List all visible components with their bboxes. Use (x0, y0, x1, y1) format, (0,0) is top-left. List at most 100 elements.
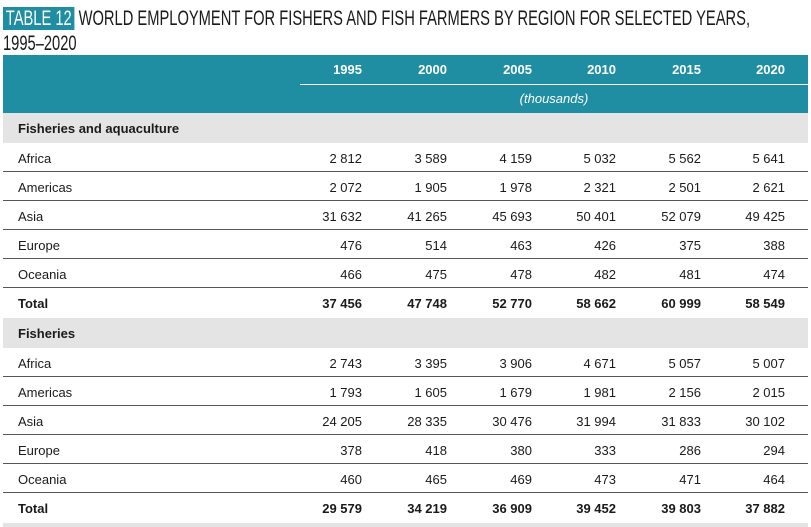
cell: 2 743 (329, 356, 362, 371)
cell: 466 (340, 267, 362, 282)
row-label: Asia (18, 209, 44, 224)
title: TABLE 12 WORLD EMPLOYMENT FOR FISHERS AN… (3, 6, 763, 56)
cell: 31 994 (576, 414, 616, 429)
year-header: 2020 (756, 62, 785, 77)
cell: 463 (510, 238, 532, 253)
cell: 30 102 (745, 414, 785, 429)
cell: 471 (679, 472, 701, 487)
row-rule (3, 463, 808, 464)
cell: 39 452 (576, 501, 616, 516)
title-text: WORLD EMPLOYMENT FOR FISHERS AND FISH FA… (3, 7, 751, 55)
cell: 482 (594, 267, 616, 282)
table-badge: TABLE 12 (3, 7, 75, 30)
row-label: Europe (18, 443, 60, 458)
cell: 52 079 (661, 209, 701, 224)
cell: 481 (679, 267, 701, 282)
cell: 1 605 (414, 385, 447, 400)
cell: 30 476 (492, 414, 532, 429)
row-rule (3, 200, 808, 201)
row-label: Americas (18, 385, 73, 400)
cell: 380 (510, 443, 532, 458)
cell: 475 (425, 267, 447, 282)
cell: 37 456 (322, 296, 362, 311)
year-header: 2005 (503, 62, 532, 77)
cell: 29 579 (322, 501, 362, 516)
cell: 514 (425, 238, 447, 253)
cell: 2 501 (668, 180, 701, 195)
cell: 41 265 (407, 209, 447, 224)
row-rule (3, 171, 808, 172)
cell: 2 621 (752, 180, 785, 195)
cell: 5 057 (668, 356, 701, 371)
cell: 294 (763, 443, 785, 458)
cell: 47 748 (407, 296, 447, 311)
row-label: Total (18, 501, 49, 516)
cell: 36 909 (492, 501, 532, 516)
row-label: Africa (18, 356, 52, 371)
cell: 50 401 (576, 209, 616, 224)
cell: 378 (340, 443, 362, 458)
section-title: Fisheries (18, 326, 76, 341)
row-label: Americas (18, 180, 73, 195)
year-header: 2015 (672, 62, 701, 77)
cell: 60 999 (661, 296, 701, 311)
cell: 1 679 (499, 385, 532, 400)
cell: 2 072 (329, 180, 362, 195)
footer-band (3, 523, 808, 527)
cell: 31 632 (322, 209, 362, 224)
cell: 2 812 (329, 151, 362, 166)
cell: 426 (594, 238, 616, 253)
cell: 333 (594, 443, 616, 458)
cell: 1 981 (583, 385, 616, 400)
cell: 5 562 (668, 151, 701, 166)
row-label: Europe (18, 238, 60, 253)
row-label: Oceania (18, 267, 67, 282)
cell: 58 549 (745, 296, 785, 311)
row-rule (3, 405, 808, 406)
cell: 464 (763, 472, 785, 487)
row-label: Asia (18, 414, 44, 429)
unit-label: (thousands) (519, 91, 589, 106)
row-label: Oceania (18, 472, 67, 487)
year-header: 1995 (333, 62, 362, 77)
section-band (3, 318, 808, 348)
cell: 52 770 (492, 296, 532, 311)
section-band (3, 113, 808, 143)
cell: 1 793 (329, 385, 362, 400)
section-title: Fisheries and aquaculture (18, 121, 180, 136)
cell: 37 882 (745, 501, 785, 516)
cell: 5 007 (752, 356, 785, 371)
row-rule (3, 258, 808, 259)
cell: 375 (679, 238, 701, 253)
cell: 5 641 (752, 151, 785, 166)
cell: 418 (425, 443, 447, 458)
row-rule (3, 287, 808, 288)
cell: 24 205 (322, 414, 362, 429)
cell: 286 (679, 443, 701, 458)
cell: 28 335 (407, 414, 447, 429)
cell: 58 662 (576, 296, 616, 311)
cell: 3 906 (499, 356, 532, 371)
cell: 478 (510, 267, 532, 282)
cell: 473 (594, 472, 616, 487)
cell: 469 (510, 472, 532, 487)
cell: 34 219 (407, 501, 447, 516)
header-rule (300, 84, 808, 85)
cell: 474 (763, 267, 785, 282)
cell: 5 032 (583, 151, 616, 166)
row-rule (3, 492, 808, 493)
row-label: Africa (18, 151, 52, 166)
cell: 3 395 (414, 356, 447, 371)
cell: 49 425 (745, 209, 785, 224)
cell: 39 803 (661, 501, 701, 516)
cell: 2 015 (752, 385, 785, 400)
cell: 388 (763, 238, 785, 253)
cell: 4 159 (499, 151, 532, 166)
row-rule (3, 434, 808, 435)
cell: 1 905 (414, 180, 447, 195)
cell: 476 (340, 238, 362, 253)
year-header: 2000 (418, 62, 447, 77)
row-rule (3, 376, 808, 377)
row-rule (3, 229, 808, 230)
